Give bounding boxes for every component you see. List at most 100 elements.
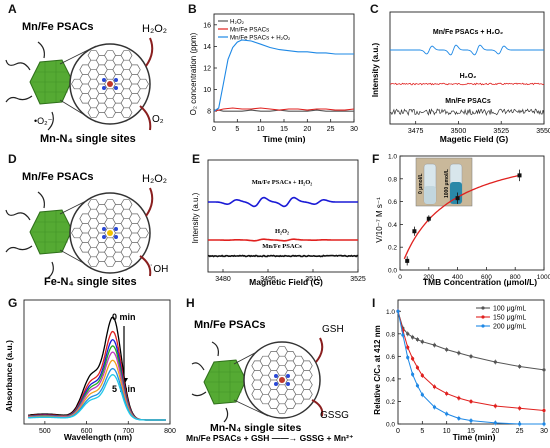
- trace-label-top: Mn/Fe PSACs + H₂O₂: [433, 29, 503, 36]
- lattice-path: [71, 199, 149, 267]
- lattice-path: [71, 50, 149, 118]
- schematic-caption: Fe-N₄ single sites: [44, 276, 137, 288]
- x-tick-label: 3480: [215, 276, 231, 283]
- x-tick-label: 25: [327, 126, 335, 133]
- schematic-mn-n4: Mn/Fe PSACs H₂O₂ O₂ •O₂⁻ Mn-N₄ single si…: [5, 21, 167, 145]
- panel-e: E Intensity (a.u.) Magnetic Field (G) Mn…: [182, 148, 368, 288]
- x-tick-label: 600: [481, 274, 492, 281]
- y-tick-label: 16: [203, 22, 211, 29]
- x-tick-label: 3475: [408, 128, 424, 135]
- plot-frame: [399, 155, 545, 271]
- y-tick-label: 0.2: [388, 245, 397, 252]
- y-tick-label: 1.0: [388, 154, 397, 161]
- x-tick-label: 5: [420, 428, 424, 435]
- panel-d: D Mn/Fe PSACs H₂O₂ ˙OH Fe-N₄ single site…: [0, 148, 180, 288]
- data-point: [469, 419, 473, 423]
- x-tick-label: 3510: [305, 276, 321, 283]
- y-tick-label: 0.6: [388, 199, 397, 206]
- epr-spectrum-hydroxyl: Intensity (a.u.) Magnetic Field (G) Mn/F…: [191, 159, 366, 287]
- reaction-equation: Mn/Fe PSACs + GSH ——→ GSSG + Mn²⁺: [186, 433, 353, 443]
- y-tick-label: 0.6: [386, 354, 395, 361]
- epr-trace: [389, 108, 545, 117]
- y-tick-label: 0.0: [388, 268, 397, 275]
- data-point: [432, 343, 437, 347]
- data-point: [426, 216, 431, 221]
- x-tick-label: 3525: [493, 128, 509, 135]
- graphene-lattice-icon: [71, 50, 149, 118]
- data-point: [411, 372, 415, 376]
- vial-photo-inset: 0 μmol/L 1000 μmol/L: [415, 157, 473, 207]
- x-tick-label: 800: [164, 428, 176, 435]
- schematic-title: Mn/Fe PSACs: [22, 21, 94, 33]
- x-tick-label: 3550: [536, 128, 550, 135]
- y-tick-label: 14: [203, 44, 211, 51]
- epr-spectrum-superoxide: Intensity (a.u.) Magetic Field (G) Mn/Fe…: [371, 11, 550, 144]
- superoxide-label: •O₂⁻: [34, 116, 53, 126]
- data-point: [542, 368, 546, 372]
- data-point: [469, 354, 473, 358]
- data-point: [411, 335, 415, 339]
- data-point: [445, 348, 449, 352]
- vial-label-high: 1000 μmol/L: [444, 169, 450, 198]
- data-point: [457, 396, 461, 400]
- data-point: [415, 384, 420, 388]
- data-point: [396, 309, 400, 313]
- data-point: [518, 364, 522, 369]
- x-tick-label: 30: [350, 126, 358, 133]
- x-tick-label: 5: [235, 126, 239, 133]
- panel-label: A: [8, 2, 17, 16]
- panel-h: H Mn/Fe PSACs GSH GSSG Mn-N₄ single site…: [182, 288, 368, 443]
- data-point: [518, 422, 522, 426]
- series-line: [213, 39, 354, 112]
- legend-marker: [481, 306, 485, 310]
- schematic-caption: Mn-N₄ single sites: [210, 422, 302, 434]
- plot-frame: [23, 299, 171, 425]
- schematic-title: Mn/Fe PSACs: [22, 171, 94, 183]
- x-tick-label: 1000: [537, 274, 550, 281]
- h2o2-label: H₂O₂: [142, 173, 167, 185]
- graphene-lattice-icon: [251, 346, 313, 414]
- x-tick-label: 600: [81, 428, 93, 435]
- schematic-title: Mn/Fe PSACs: [194, 319, 266, 331]
- legend-entry: 100 μg/mL: [493, 306, 526, 313]
- x-tick-label: 500: [39, 428, 51, 435]
- data-point: [420, 393, 424, 397]
- legend-marker: [481, 315, 485, 319]
- x-tick-label: 0: [396, 428, 400, 435]
- x-tick-label: 10: [443, 428, 451, 435]
- x-tick-label: 25: [516, 428, 524, 435]
- x-tick-label: 700: [122, 428, 134, 435]
- y-tick-label: 0.0: [386, 422, 395, 429]
- legend-entry: 150 μg/mL: [493, 315, 526, 322]
- y-tick-label: 0.8: [386, 331, 395, 338]
- michaelis-menten-chart: V/10⁻⁷ M s⁻¹ TMB Concentration (μmol/L) …: [375, 154, 550, 288]
- data-point: [542, 422, 546, 426]
- schematic-gsh: Mn/Fe PSACs GSH GSSG Mn-N₄ single sites …: [186, 319, 353, 443]
- o2-concentration-chart: O₂ concentration (ppm) Time (min) 0 5 10 15…: [189, 13, 358, 144]
- y-tick-label: 0.4: [386, 376, 395, 383]
- spectrum-line: [28, 316, 166, 421]
- y-tick-label: 10: [203, 87, 211, 94]
- x-axis-label: Magetic Field (G): [440, 134, 509, 144]
- data-point: [411, 357, 415, 361]
- panel-i: I Relative C/C₀ at 412 nm Time (min) 0 5 1…: [368, 288, 550, 443]
- lattice-path: [251, 346, 313, 414]
- hydroxyl-label: ˙OH: [150, 264, 168, 275]
- legend-marker: [481, 324, 485, 328]
- spectrum-line: [28, 338, 166, 421]
- x-tick-label: 20: [491, 428, 499, 435]
- x-tick-label: 20: [303, 126, 311, 133]
- x-tick-label: 3525: [350, 276, 366, 283]
- y-axis-label: Relative C/C₀ at 412 nm: [373, 325, 382, 414]
- x-axis-label: Magnetic Field (G): [249, 277, 323, 287]
- data-point: [405, 258, 410, 263]
- y-tick-label: 0.8: [388, 176, 397, 183]
- trace-label-top: Mn/Fe PSACs + H₂O₂: [252, 179, 313, 186]
- panel-c: C Intensity (a.u.) Magetic Field (G) Mn/…: [364, 0, 550, 148]
- time-start-label: 0 min: [112, 312, 136, 322]
- data-point: [406, 332, 410, 336]
- data-point: [406, 355, 410, 360]
- x-axis-label: Wavelength (nm): [64, 432, 132, 442]
- data-point: [420, 373, 424, 378]
- panel-f: F V/10⁻⁷ M s⁻¹ TMB Concentration (μmol/L…: [368, 148, 550, 288]
